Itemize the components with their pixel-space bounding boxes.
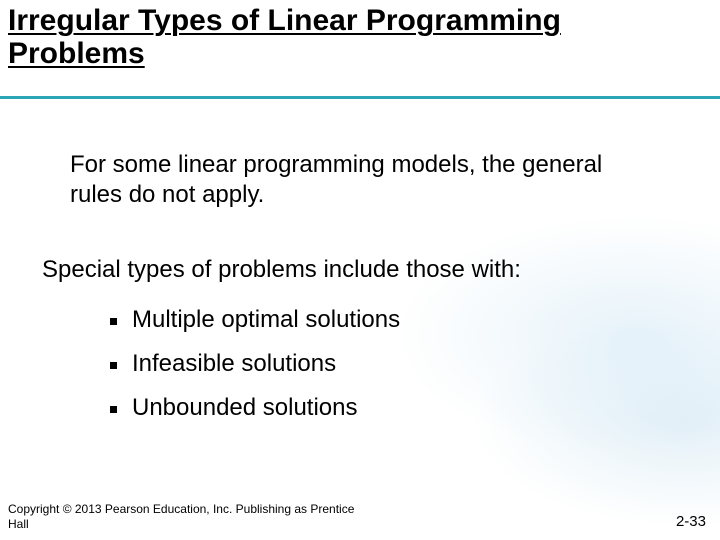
bullet-text: Multiple optimal solutions xyxy=(132,306,400,333)
slide-title: Irregular Types of Linear Programming Pr… xyxy=(8,4,700,70)
list-item: Multiple optimal solutions xyxy=(110,306,660,334)
bullet-list: Multiple optimal solutions Infeasible so… xyxy=(110,306,660,422)
list-item: Unbounded solutions xyxy=(110,394,660,422)
slide: Irregular Types of Linear Programming Pr… xyxy=(0,0,720,540)
bullet-text: Unbounded solutions xyxy=(132,394,358,421)
copyright-text: Copyright © 2013 Pearson Education, Inc.… xyxy=(8,502,368,532)
intro-text: For some linear programming models, the … xyxy=(70,150,660,210)
body-region: For some linear programming models, the … xyxy=(70,150,660,438)
title-divider xyxy=(0,96,720,99)
lead-text: Special types of problems include those … xyxy=(42,256,660,284)
list-item: Infeasible solutions xyxy=(110,350,660,378)
bullet-text: Infeasible solutions xyxy=(132,350,336,377)
page-number: 2-33 xyxy=(676,513,706,530)
